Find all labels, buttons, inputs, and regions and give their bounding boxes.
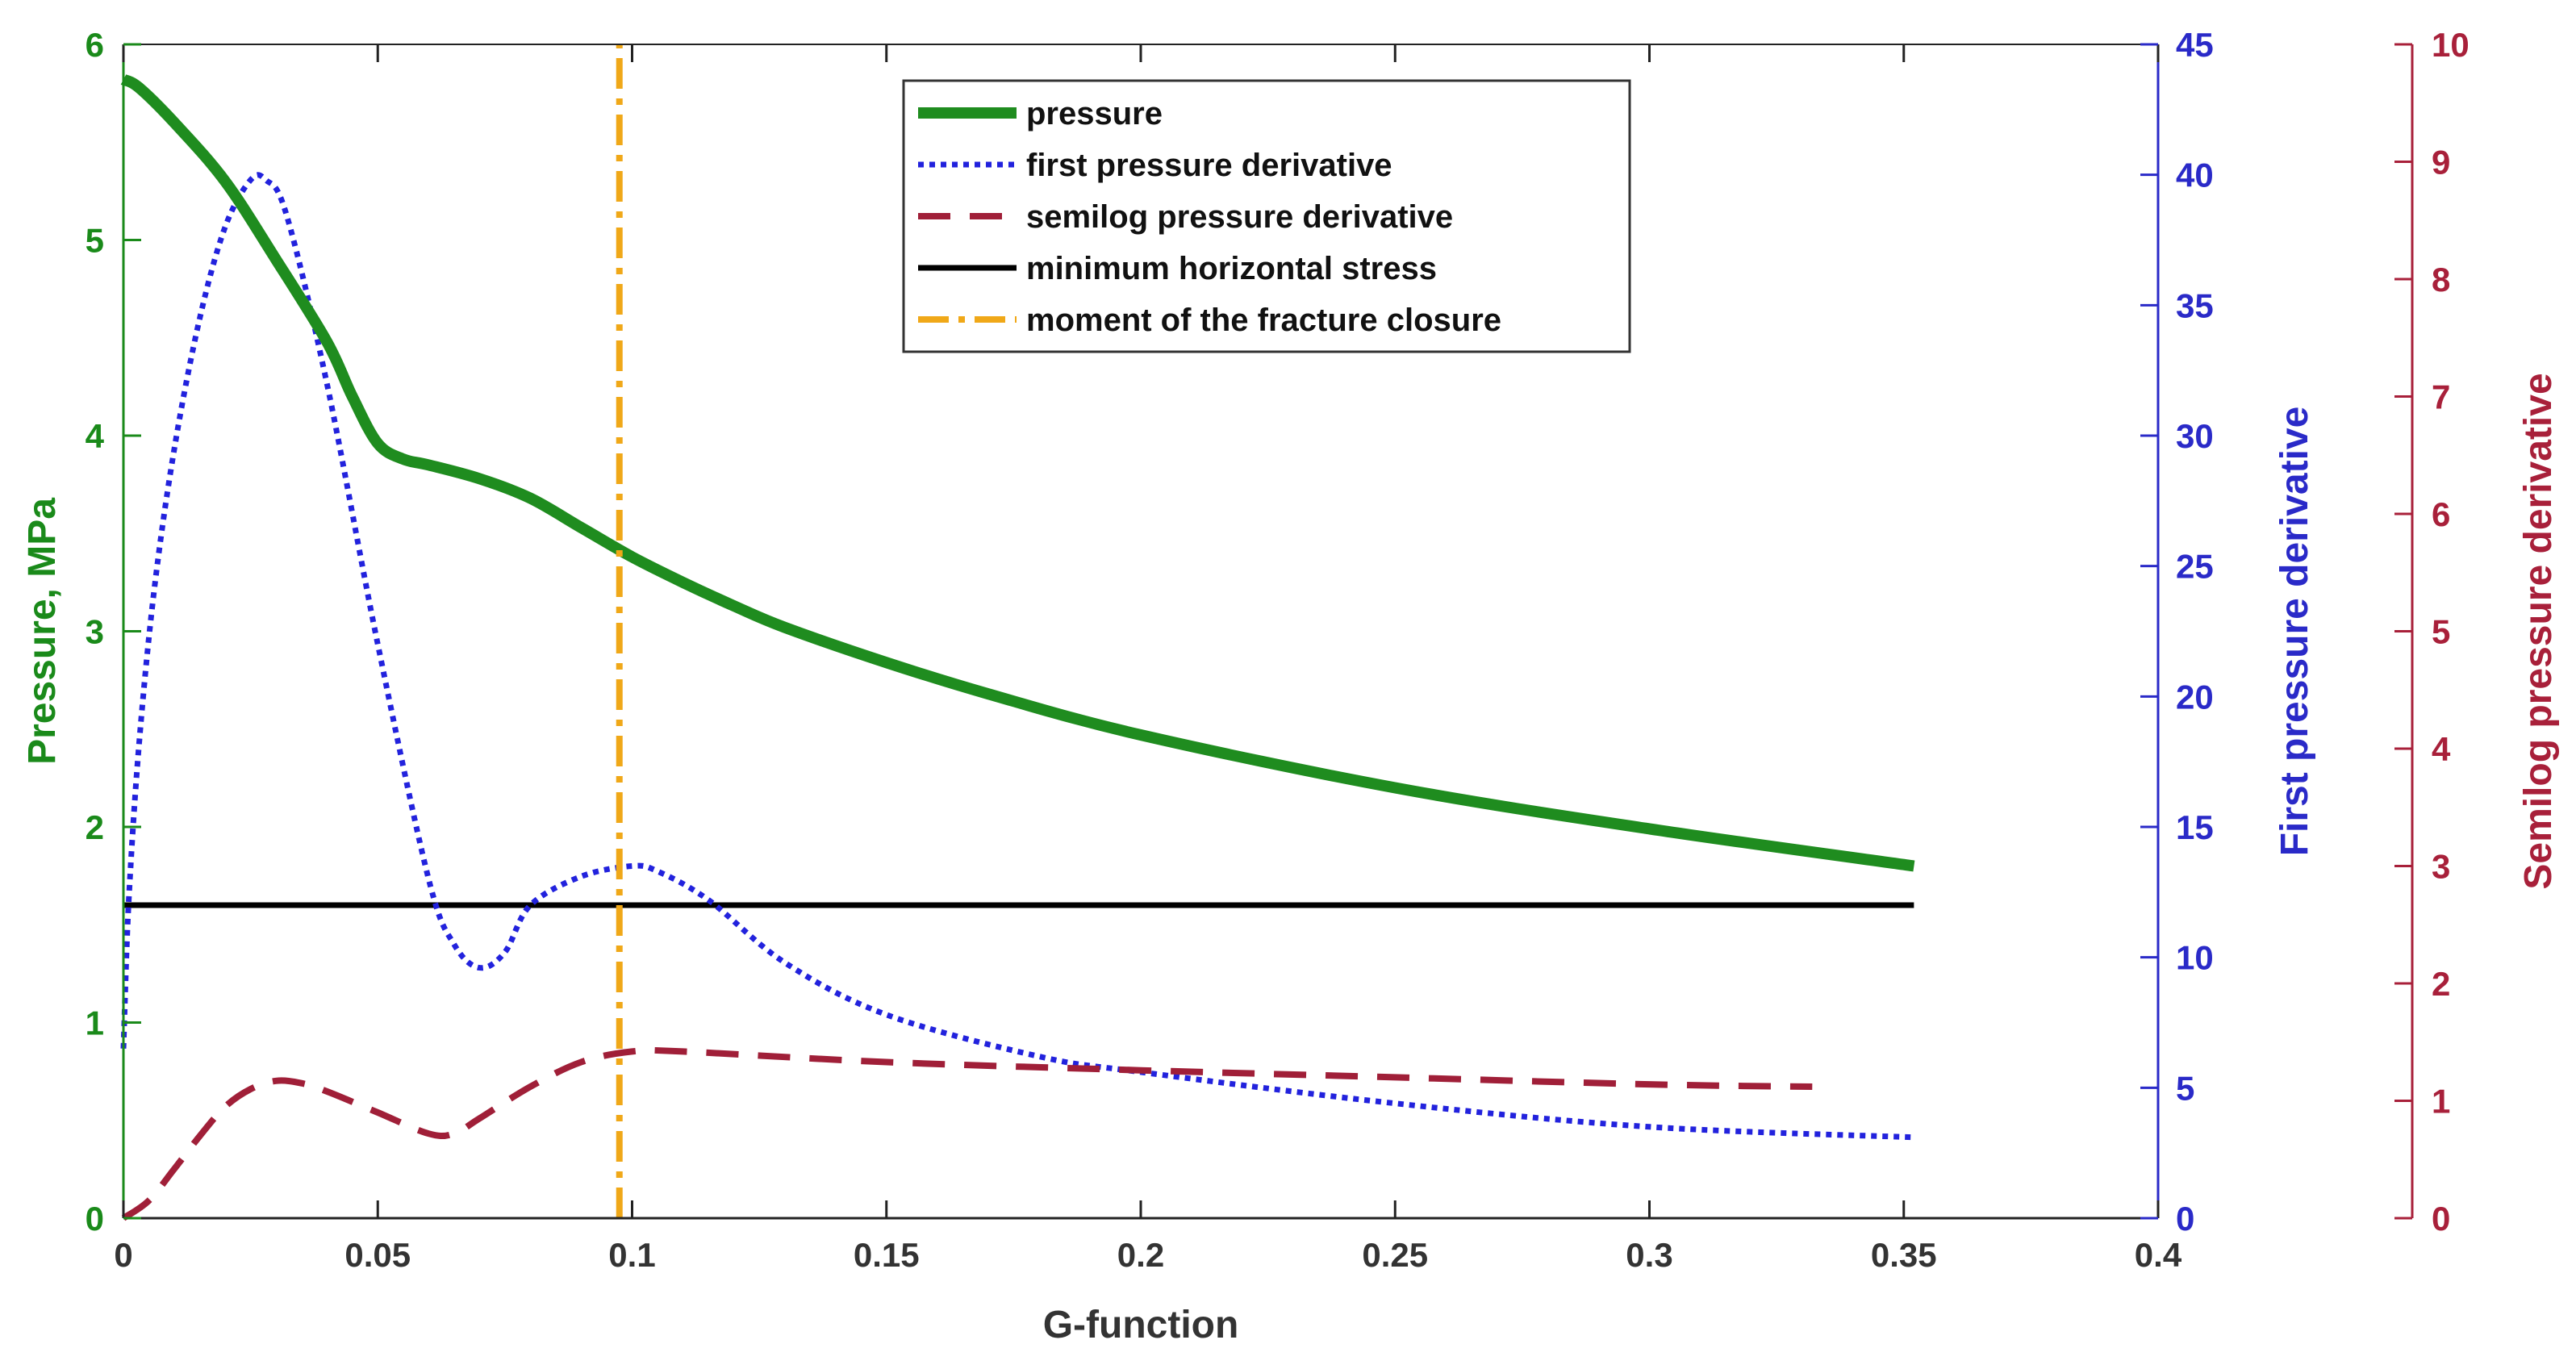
semilog-tick-label: 3: [2432, 848, 2450, 886]
right-tick-label: 40: [2176, 157, 2214, 194]
legend-box: [902, 79, 1631, 353]
left-tick-label: 4: [86, 417, 105, 455]
semilog-tick-label: 6: [2432, 495, 2450, 533]
x-tick-label: 0.15: [854, 1236, 920, 1274]
series-first-pressure-derivative: [120, 172, 1914, 1141]
semilog-tick-label: 1: [2432, 1083, 2450, 1121]
left-axis-title: Pressure, MPa: [21, 498, 64, 765]
semilog-tick-label: 10: [2432, 26, 2470, 64]
left-tick-label: 5: [86, 222, 104, 260]
x-axis-title: G-function: [1043, 1304, 1239, 1346]
x-tick-label: 0.1: [608, 1236, 655, 1274]
left-tick-label: 6: [86, 26, 104, 64]
legend-entry: semilog pressure derivative: [1026, 199, 1453, 235]
x-tick-label: 0.2: [1117, 1236, 1164, 1274]
legend-entry: moment of the fracture closure: [1026, 303, 1501, 338]
series-layer: [120, 44, 1915, 1221]
semilog-tick-label: 5: [2432, 613, 2450, 651]
series-semilog-pressure-derivative: [121, 1046, 1813, 1221]
axes-layer: 0 0.05 0.1 0.15 0.2 0.25 0.3 0.35 0.401234560510…: [21, 26, 2560, 1346]
right-tick-label: 20: [2176, 678, 2214, 716]
right-tick-label: 35: [2176, 286, 2214, 324]
semilog-tick-label: 4: [2432, 730, 2451, 768]
right-axis-title: First pressure derivative: [2273, 407, 2316, 857]
left-tick-label: 0: [86, 1200, 104, 1238]
legend: pressure first pressure derivative semilog…: [902, 79, 1631, 353]
semilog-tick-label: 8: [2432, 261, 2450, 298]
semilog-tick-label: 7: [2432, 378, 2450, 416]
x-tick-label: 0.25: [1362, 1236, 1428, 1274]
semilog-tick-label: 9: [2432, 144, 2450, 182]
right-tick-label: 5: [2176, 1069, 2194, 1107]
series-pressure: [120, 74, 1915, 872]
legend-entry: first pressure derivative: [1026, 148, 1392, 183]
legend-entry: minimum horizontal stress: [1026, 251, 1437, 286]
left-tick-label: 3: [86, 613, 104, 651]
right-tick-label: 25: [2176, 548, 2214, 586]
x-tick-label: 0.4: [2135, 1236, 2182, 1274]
right-tick-label: 10: [2176, 939, 2214, 977]
x-tick-label: 0.05: [344, 1236, 411, 1274]
semilog-axis-title: Semilog pressure derivative: [2517, 373, 2560, 889]
left-tick-label: 2: [86, 808, 104, 846]
right-tick-label: 30: [2176, 417, 2214, 455]
semilog-tick-label: 0: [2432, 1200, 2450, 1238]
right-tick-label: 45: [2176, 26, 2214, 64]
x-tick-label: 0.35: [1871, 1236, 1937, 1274]
right-tick-label: 15: [2176, 808, 2214, 846]
x-tick-label: 0: [114, 1236, 132, 1274]
right-tick-label: 0: [2176, 1200, 2194, 1238]
legend-entry: pressure: [1026, 96, 1163, 131]
semilog-tick-label: 2: [2432, 965, 2450, 1003]
left-tick-label: 1: [86, 1004, 104, 1042]
x-tick-label: 0.3: [1626, 1236, 1672, 1274]
